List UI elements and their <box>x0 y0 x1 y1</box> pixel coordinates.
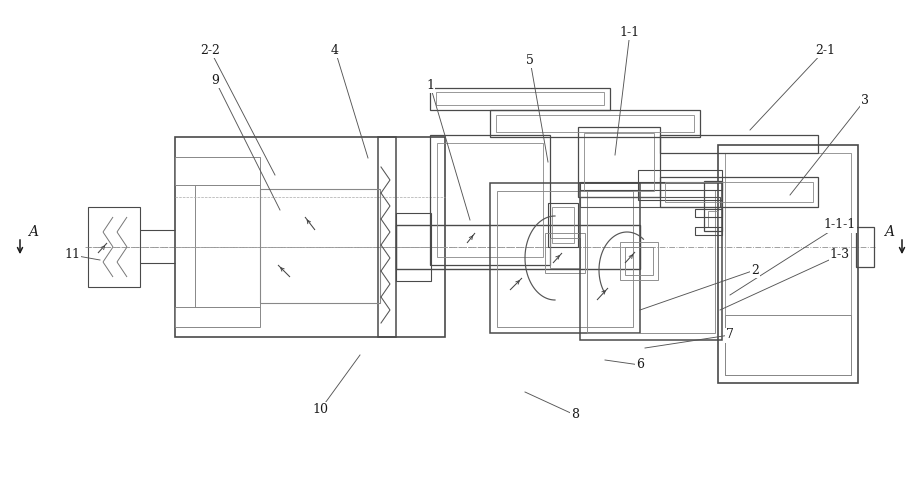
Text: 1: 1 <box>425 79 434 92</box>
Text: 4: 4 <box>331 44 338 56</box>
Bar <box>429 135 550 265</box>
Bar <box>724 153 850 375</box>
Bar <box>490 183 640 333</box>
Bar <box>88 207 140 287</box>
Bar <box>195 185 260 307</box>
Text: 1-3: 1-3 <box>829 248 849 261</box>
Text: 5: 5 <box>526 53 533 66</box>
Bar <box>724 315 850 375</box>
Bar <box>544 233 584 273</box>
Bar <box>619 242 657 280</box>
Bar <box>175 157 260 185</box>
Bar <box>175 137 445 337</box>
Bar <box>260 189 380 303</box>
Text: 2-2: 2-2 <box>199 44 220 56</box>
Text: 3: 3 <box>860 94 868 106</box>
Bar <box>429 88 609 110</box>
Bar <box>664 182 812 202</box>
Bar <box>175 307 260 327</box>
Bar <box>659 135 817 153</box>
Text: 7: 7 <box>725 329 733 342</box>
Bar <box>579 183 721 340</box>
Text: 1-1: 1-1 <box>619 26 640 39</box>
Bar <box>548 203 577 247</box>
Bar <box>577 127 659 197</box>
Text: 11: 11 <box>64 248 80 261</box>
Text: 10: 10 <box>312 403 328 416</box>
Bar <box>395 225 640 269</box>
Text: 2-1: 2-1 <box>814 44 834 56</box>
Bar <box>855 227 873 267</box>
Text: A: A <box>883 225 893 239</box>
Bar <box>584 133 653 191</box>
Bar <box>436 92 604 105</box>
Bar <box>703 181 721 231</box>
Bar <box>637 170 721 200</box>
Bar <box>579 182 721 190</box>
Bar <box>378 137 395 337</box>
Bar <box>717 145 857 383</box>
Bar <box>579 197 720 207</box>
Bar <box>694 227 721 235</box>
Text: 6: 6 <box>635 358 643 372</box>
Bar <box>708 211 717 227</box>
Bar <box>496 191 632 327</box>
Bar <box>550 238 579 268</box>
Bar <box>490 110 699 137</box>
Text: 2: 2 <box>750 263 758 277</box>
Text: 9: 9 <box>210 73 219 87</box>
Bar <box>437 143 542 257</box>
Text: 1-1-1: 1-1-1 <box>823 218 856 232</box>
Bar <box>395 213 430 281</box>
Text: A: A <box>28 225 38 239</box>
Bar <box>694 209 721 217</box>
Bar <box>551 207 573 243</box>
Bar <box>495 115 693 132</box>
Bar <box>659 177 817 207</box>
Text: 8: 8 <box>571 408 578 422</box>
Bar <box>624 247 652 275</box>
Bar <box>586 190 714 333</box>
